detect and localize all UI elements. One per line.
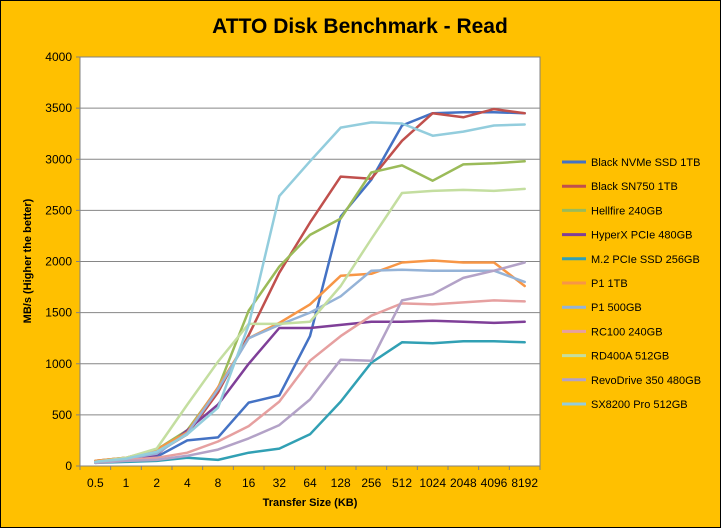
legend-label: RevoDrive 350 480GB [591,375,701,387]
x-tick-label: 8192 [511,476,538,490]
series-line [94,121,526,464]
x-tick-label: 128 [331,476,351,490]
x-axis-ticks: 0.5 1 2 4 8 16 32 64 128 256 512 1024 2048 4096 8192 [79,466,541,490]
series-line [94,110,526,463]
y-tick-label: 4000 [45,50,72,64]
legend-label: SX8200 Pro 512GB [591,399,688,411]
y-tick-label: 3000 [45,152,72,166]
series-line [94,187,526,464]
x-tick-label: 4096 [481,476,508,490]
x-tick-label: 2048 [450,476,477,490]
y-tick-label: 1500 [45,306,72,320]
y-tick-label: 2000 [45,255,72,269]
x-axis-title: Transfer Size (KB) [263,497,358,509]
x-tick-label: 512 [392,476,412,490]
x-tick-label: 8 [215,476,222,490]
legend-label: Black NVMe SSD 1TB [591,157,700,169]
series-line [94,259,526,463]
series-line [94,261,526,465]
y-tick-label: 500 [52,408,72,422]
x-tick-label: 32 [273,476,287,490]
x-tick-label: 4 [184,476,191,490]
x-tick-label: 64 [303,476,317,490]
series-line [94,299,526,464]
x-tick-label: 2 [153,476,160,490]
y-tick-label: 0 [65,459,72,473]
legend-label: RD400A 512GB [591,351,669,363]
legend: Black NVMe SSD 1TB Black SN750 1TB Hellfir… [562,157,701,411]
gridlines [80,107,540,416]
y-axis-ticks: 0 500 1000 1500 2000 2500 3000 3500 4000 [45,50,80,473]
legend-label: RC100 240GB [591,326,663,338]
x-tick-label: 1 [123,476,130,490]
x-tick-label: 1024 [419,476,446,490]
x-tick-label: 0.5 [87,476,104,490]
legend-label: HyperX PCIe 480GB [591,230,693,242]
series-line [94,340,526,465]
legend-label: Hellfire 240GB [591,205,663,217]
legend-label: M.2 PCIe SSD 256GB [591,254,700,266]
x-tick-label: 16 [242,476,256,490]
y-axis-title: MB/s (Higher the better) [22,198,34,323]
y-tick-label: 3500 [45,101,72,115]
series-lines [94,107,526,465]
chart-title: ATTO Disk Benchmark - Read [212,15,508,38]
y-tick-label: 1000 [45,357,72,371]
legend-label: P1 500GB [591,302,642,314]
legend-label: P1 1TB [591,278,628,290]
legend-label: Black SN750 1TB [591,181,678,193]
y-tick-label: 2500 [45,203,72,217]
x-tick-label: 256 [361,476,381,490]
